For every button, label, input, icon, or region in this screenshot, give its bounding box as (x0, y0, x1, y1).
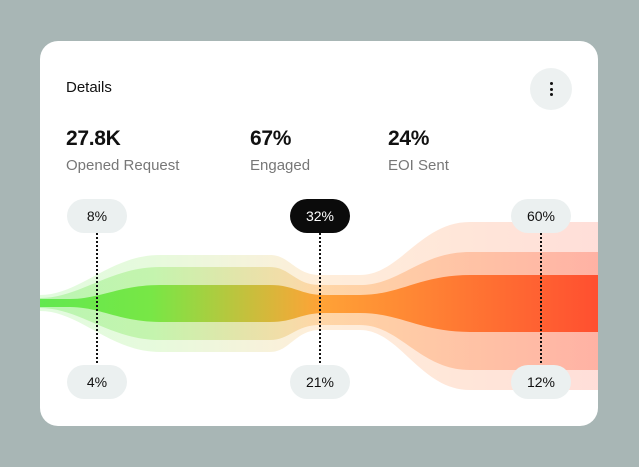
stat-opened-request: 27.8K Opened Request (66, 127, 179, 174)
marker-bottom-pill[interactable]: 4% (67, 365, 127, 399)
marker-top-pill-highlighted[interactable]: 32% (290, 199, 350, 233)
stat-value: 27.8K (66, 127, 121, 150)
more-options-button[interactable] (530, 68, 572, 110)
marker-line (96, 233, 98, 367)
stat-label: EOI Sent (388, 157, 449, 174)
marker-top-pill[interactable]: 60% (511, 199, 571, 233)
more-vertical-icon (549, 82, 553, 96)
card-title: Details (66, 79, 112, 96)
marker-line (540, 233, 542, 367)
marker-line (319, 233, 321, 367)
marker-top-pill[interactable]: 8% (67, 199, 127, 233)
details-card: Details 27.8K Opened Request 67% Engaged… (40, 41, 598, 426)
stat-label: Engaged (250, 157, 311, 174)
stat-value: 24% (388, 127, 430, 150)
stat-label: Opened Request (66, 157, 180, 174)
stat-value: 67% (250, 127, 292, 150)
marker-bottom-pill[interactable]: 12% (511, 365, 571, 399)
stat-eoi-sent: 24% EOI Sent (388, 127, 449, 174)
marker-bottom-pill[interactable]: 21% (290, 365, 350, 399)
stat-engaged: 67% Engaged (250, 127, 310, 174)
